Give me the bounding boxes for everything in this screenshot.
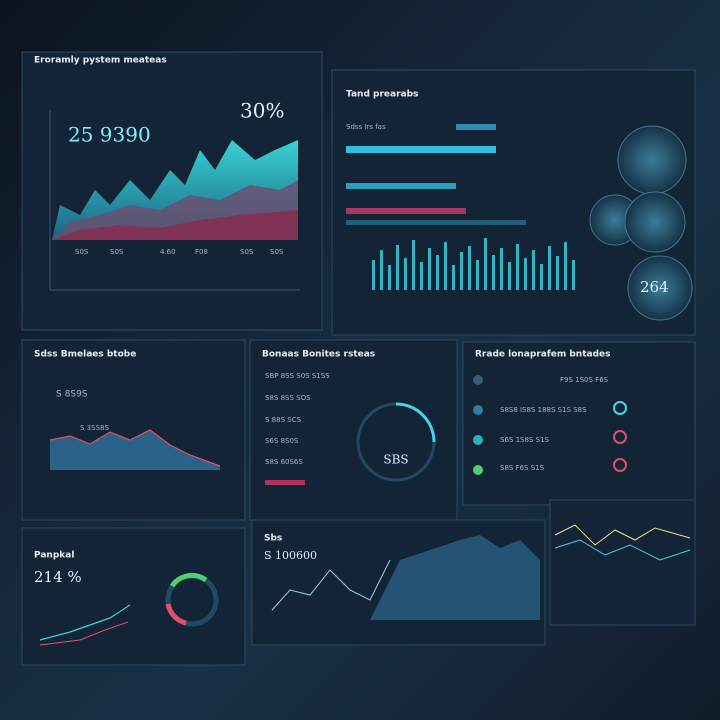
row: S8S 60S6S (265, 458, 303, 466)
panel (21, 527, 246, 666)
label: S0S (110, 248, 124, 256)
line-chart (39, 604, 131, 641)
row: S8S8 IS8S 188S S1S S8S (500, 406, 587, 414)
area-chart (50, 430, 220, 470)
row: S6S 8S0S (265, 437, 299, 445)
gauge (627, 255, 693, 321)
icon (613, 401, 627, 415)
value: SBS (383, 453, 408, 467)
panel (249, 339, 458, 521)
percent: 30% (240, 99, 284, 123)
panel (549, 499, 696, 626)
bar (346, 146, 496, 153)
icon (473, 435, 483, 445)
area-chart (52, 210, 298, 240)
icon (473, 465, 483, 475)
bar (346, 220, 526, 225)
line-chart (271, 559, 391, 611)
value: S 8S9S (56, 390, 88, 400)
area-chart (370, 535, 540, 620)
panel-title: Sbs (264, 534, 282, 544)
label: S0S (75, 248, 89, 256)
row: S8S 8SS SOS (265, 394, 311, 402)
panel (462, 341, 696, 506)
gauge (624, 191, 686, 253)
label: 4.60 (160, 248, 176, 256)
icon (613, 430, 627, 444)
label: S0S (240, 248, 254, 256)
value: 214 % (34, 568, 82, 586)
bar-chart (372, 238, 575, 290)
gauge (395, 402, 436, 443)
value: S 100600 (264, 549, 317, 562)
icon (473, 405, 483, 415)
gauge (169, 572, 208, 588)
row: SBP 8SS S0S S1SS (265, 372, 330, 380)
panel-title: Tand prearabs (346, 90, 418, 100)
label: F08 (195, 248, 208, 256)
panel-title: Panpkal (34, 551, 74, 561)
bar (346, 183, 456, 189)
row: S8S F6S S1S (500, 464, 545, 472)
line-chart (554, 524, 691, 546)
line-chart (49, 429, 221, 467)
panel (21, 339, 246, 521)
gauge (617, 125, 687, 195)
icon (473, 375, 483, 385)
line-chart (39, 621, 129, 646)
icon (613, 458, 627, 472)
panel-title: Eroramly pystem meateas (34, 56, 167, 66)
subtitle: S 3SS8S (80, 424, 109, 432)
panel-title: Bonaas Bonites rsteas (262, 350, 375, 360)
row: S 88S SCS (265, 416, 302, 424)
label: S0S (270, 248, 284, 256)
line-chart (554, 539, 691, 561)
row: F9S 1S0S F6S (560, 376, 609, 384)
value: 264 (640, 278, 669, 296)
panel-title: Sdss Bmelaes btobe (34, 350, 136, 360)
value: 25 9390 (68, 123, 151, 147)
bar (265, 480, 305, 485)
gauge (165, 603, 187, 626)
bar (456, 124, 496, 130)
panel-title: Rrade lonaprafem bntades (475, 350, 610, 360)
bar (346, 208, 466, 214)
subtitle: Sdss Irs fas (346, 123, 386, 131)
row: S6S 1S8S S1S (500, 436, 549, 444)
